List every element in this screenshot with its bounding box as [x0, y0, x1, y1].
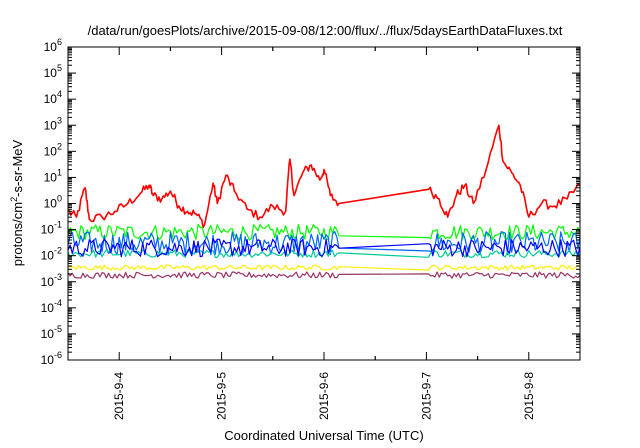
y-tick-label: 10-2 — [41, 246, 62, 263]
y-tick-label: 10-6 — [41, 350, 62, 367]
series-line-5 — [68, 238, 580, 258]
y-tick-label: 104 — [44, 89, 62, 106]
y-tick-label: 103 — [44, 115, 62, 132]
series-line-2 — [68, 223, 580, 241]
y-tick-label: 100 — [44, 194, 62, 211]
y-tick-label: 10-4 — [41, 298, 62, 315]
series-line-6 — [68, 264, 580, 271]
series-line-3 — [68, 230, 580, 256]
x-tick-label: 2015-9-7 — [419, 372, 433, 420]
x-axis-label: Coordinated Universal Time (UTC) — [224, 428, 423, 443]
x-tick-label: 2015-9-8 — [522, 372, 536, 420]
y-tick-label: 10-5 — [41, 324, 62, 341]
series-line-7 — [68, 271, 580, 279]
y-tick-label: 102 — [44, 141, 62, 158]
y-tick-label: 101 — [44, 167, 62, 184]
plot-frame — [67, 46, 581, 361]
y-tick-label: 10-3 — [41, 272, 62, 289]
y-tick-label: 106 — [44, 37, 62, 54]
series-layer — [68, 124, 580, 279]
x-tick-label: 2015-9-4 — [112, 372, 126, 420]
axes-layer: 10-6 10-5 10-4 10-3 10-2 10-1 100 101 102 103 104 1… — [41, 37, 580, 420]
series-line-4 — [68, 249, 580, 259]
y-tick-label: 10-1 — [41, 220, 62, 237]
x-tick-label: 2015-9-6 — [317, 372, 331, 420]
x-tick-label: 2015-9-5 — [215, 372, 229, 420]
series-line-1 — [68, 124, 580, 229]
chart-title: /data/run/goesPlots/archive/2015-09-08/1… — [88, 23, 563, 38]
y-tick-label: 105 — [44, 63, 62, 80]
y-axis-label: protons/cm2-s-sr-MeV — [9, 139, 25, 266]
